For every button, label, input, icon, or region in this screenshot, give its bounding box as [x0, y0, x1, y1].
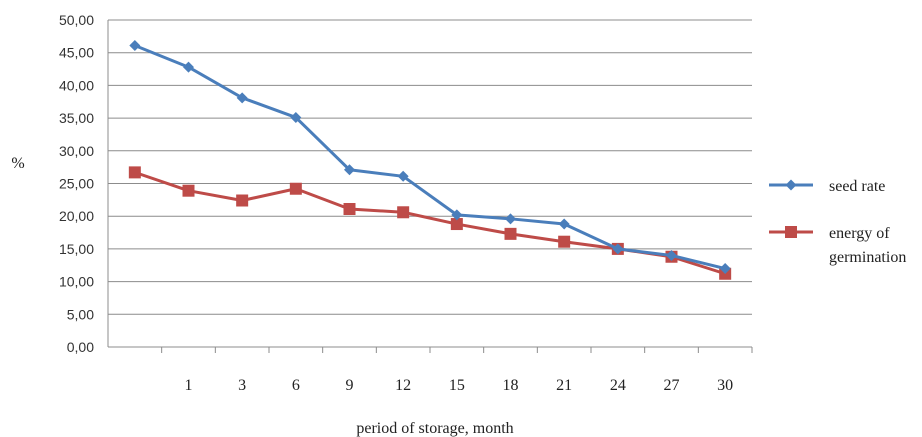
- x-tick-label: 21: [556, 377, 572, 394]
- legend-marker: [785, 226, 797, 238]
- legend-item: energy of germination: [769, 225, 906, 266]
- series-line: [134, 44, 726, 270]
- y-tick-label: 30,00: [59, 143, 94, 159]
- data-point: [505, 213, 516, 225]
- legend-label: energy of: [829, 225, 890, 242]
- y-tick-label: 15,00: [59, 241, 94, 257]
- x-tick-label: 30: [717, 377, 733, 394]
- data-point: [236, 194, 249, 207]
- data-point: [183, 61, 194, 73]
- y-tick-label: 50,00: [59, 12, 94, 28]
- legend: seed rate energy of germination: [769, 178, 906, 266]
- series-seed-rate: [129, 40, 731, 275]
- y-tick-labels: 0,00 5,00 10,00 15,00 20,00 25,00 30,00 35,00 40…: [59, 12, 94, 355]
- x-tick-label: 18: [503, 377, 519, 394]
- x-tick-labels: 1 3 6 9 12 15 18 21 24 27 30: [185, 377, 734, 394]
- y-tick-label: 25,00: [59, 176, 94, 192]
- data-point: [397, 170, 409, 182]
- axes: [107, 20, 753, 353]
- x-tick-label: 1: [185, 377, 193, 394]
- data-point: [612, 243, 624, 255]
- y-tick-label: 10,00: [59, 274, 94, 290]
- series-line: [134, 170, 726, 276]
- data-point: [666, 249, 677, 261]
- data-point: [558, 218, 570, 230]
- series: [128, 40, 732, 280]
- x-axis-label: period of storage, month: [356, 420, 513, 437]
- data-point: [558, 235, 571, 248]
- data-point: [451, 209, 463, 221]
- data-point: [236, 92, 248, 104]
- x-tick-label: 24: [610, 377, 626, 394]
- y-tick-label: 35,00: [59, 110, 94, 126]
- legend-item: seed rate: [769, 178, 885, 195]
- data-point: [344, 164, 355, 176]
- data-point: [182, 184, 195, 197]
- y-tick-label: 0,00: [67, 339, 94, 355]
- data-point: [450, 218, 463, 231]
- data-point: [504, 227, 517, 240]
- data-point: [128, 166, 141, 179]
- data-point: [397, 206, 410, 219]
- data-point: [343, 203, 356, 216]
- legend-label: seed rate: [829, 178, 885, 195]
- y-axis-label: %: [11, 155, 24, 172]
- y-tick-label: 40,00: [59, 77, 94, 93]
- x-tick-label: 6: [292, 377, 300, 394]
- legend-marker: [785, 179, 797, 191]
- data-point: [129, 40, 141, 52]
- x-tick-label: 3: [238, 377, 246, 394]
- gridlines: [108, 19, 752, 315]
- data-point: [289, 182, 302, 195]
- y-tick-label: 20,00: [59, 208, 94, 224]
- x-tick-label: 27: [664, 377, 680, 394]
- data-point: [719, 263, 731, 275]
- data-point: [290, 111, 302, 123]
- y-tick-label: 5,00: [67, 306, 94, 322]
- legend-label: germination: [829, 249, 906, 266]
- x-tick-label: 15: [449, 377, 465, 394]
- x-tick-label: 12: [395, 377, 411, 394]
- x-tick-label: 9: [346, 377, 354, 394]
- y-tick-label: 45,00: [59, 45, 94, 61]
